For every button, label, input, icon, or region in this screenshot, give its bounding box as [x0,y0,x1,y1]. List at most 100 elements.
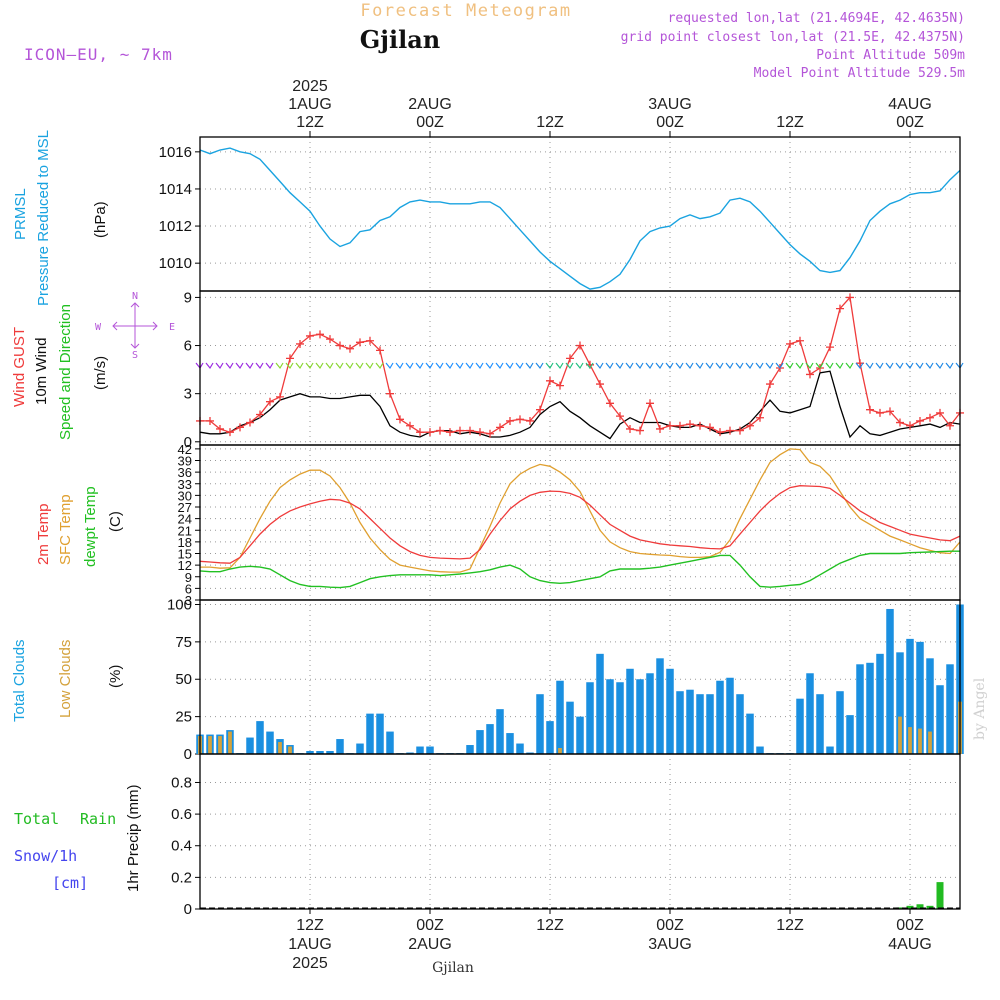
sfc-temp-label: SFC Temp [57,494,74,565]
compass-arrows-icon [112,302,158,349]
percent-unit-label: (%) [107,665,124,688]
wind-direction-arrow [495,362,504,370]
wind-direction-arrow [665,362,674,370]
gust-marker [306,331,314,340]
dewpoint-line [199,550,960,589]
speed-direction-label: Speed and Direction [57,304,74,440]
y-tick-label: 27 [178,500,192,515]
total-cloud-bar [926,658,934,754]
wind-direction-arrow [215,362,224,370]
total-cloud-bar [636,679,644,754]
wind-direction-arrow [305,362,314,370]
dewpt-temp-label: dewpt Temp [82,486,99,567]
total-cloud-bar [916,641,924,754]
wind-direction-arrow [805,362,814,370]
total-cloud-bar [676,691,684,754]
total-cloud-bar [756,746,764,754]
wind-direction-arrow [425,362,434,370]
wind-direction-arrow [455,362,464,370]
top-time-label: 3AUG [648,96,692,113]
wind-gust-label: Wind GUST [11,327,28,407]
wind-10m-line [199,370,961,440]
rain-label: Rain [80,810,116,828]
gust-marker [296,339,304,348]
bottom-time-label: 12Z [296,917,324,934]
wind-direction-arrow [785,362,794,370]
wind-direction-arrow [565,362,574,370]
footer-location: Gjilan [432,960,474,976]
wind-direction-arrow [255,362,264,370]
total-cloud-bar [246,737,254,754]
gust-marker [386,389,394,398]
total-cloud-bar [486,724,494,754]
gust-marker [416,428,424,437]
low-cloud-bar [218,736,222,754]
total-cloud-bar [656,658,664,754]
y-tick-label: 12 [178,558,192,573]
gust-marker [336,341,344,350]
wind-direction-arrow [345,362,354,370]
gust-marker [356,338,364,347]
model-altitude: Model Point Altitude 529.5m [754,66,965,81]
ms-unit-label: (m/s) [92,356,109,390]
low-clouds-label: Low Clouds [57,640,74,718]
gust-marker [526,416,534,425]
wind-direction-arrow [825,362,834,370]
y-tick-label: 39 [178,454,192,469]
total-cloud-bar [816,694,824,754]
top-time-label: 00Z [896,114,924,131]
rain-bar [896,907,904,909]
total-cloud-bar [876,653,884,754]
bottom-time-label: 4AUG [888,936,932,953]
wind-direction-arrow [295,362,304,370]
top-time-label: 12Z [776,114,804,131]
y-tick-label: 36 [178,465,192,480]
wind-direction-arrow [735,362,744,370]
top-time-label: 00Z [416,114,444,131]
total-cloud-bar [726,677,734,754]
wind-direction-arrow [935,362,944,370]
panel-wind: 0 3 6 9 [184,289,964,451]
bottom-time-label: 2AUG [408,936,452,953]
gust-marker [506,416,514,425]
y-tick-label: 0.4 [171,838,192,855]
total-cloud-bar [736,694,744,754]
wind-direction-arrow [695,362,704,370]
gust-marker [376,346,384,355]
wind-direction-arrow [815,362,824,370]
total-cloud-bar [546,721,554,754]
gust-marker [646,399,654,408]
top-time-label: 12Z [536,114,564,131]
gust-marker [756,413,764,422]
total-cloud-bar [616,682,624,754]
temp-2m-line [199,485,961,564]
wind-10m-label: 10m Wind [33,337,50,405]
low-cloud-bar [288,746,292,754]
total-clouds-label: Total Clouds [11,639,28,722]
gust-marker [626,424,634,433]
gust-marker [866,405,874,414]
total-cloud-bar [536,694,544,754]
low-cloud-bar [208,736,212,754]
wind-direction-arrow [555,362,564,370]
wind-direction-arrow [545,362,554,370]
low-cloud-bar [558,748,562,754]
gust-marker [826,343,834,352]
total-cloud-bar [326,751,334,754]
compass-west: W [95,322,102,333]
gust-marker [516,415,524,424]
wind-direction-arrow [505,362,514,370]
y-tick-label: 75 [175,634,192,651]
wind-direction-arrow [915,362,924,370]
wind-direction-arrow [745,362,754,370]
total-cloud-bar [596,653,604,754]
wind-direction-arrow [655,362,664,370]
wind-direction-arrow [405,362,414,370]
total-cloud-bar [836,691,844,754]
wind-direction-arrow [525,362,534,370]
gust-marker [596,380,604,389]
total-cloud-bar [896,652,904,754]
top-time-label: 1AUG [288,96,332,113]
wind-direction-arrow [675,362,684,370]
